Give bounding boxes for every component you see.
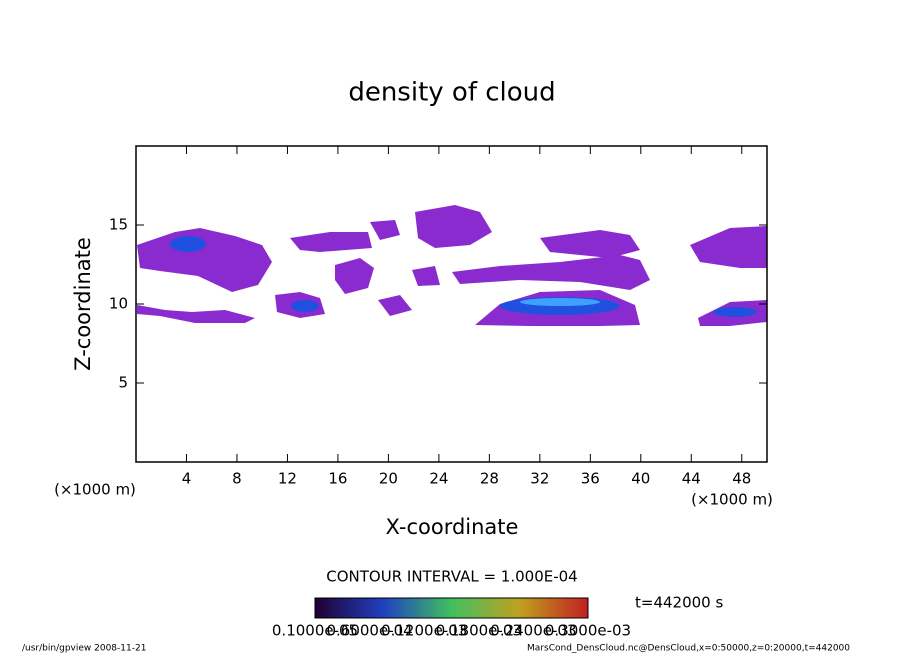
x-tick-label: 12 [278, 470, 297, 488]
x-tick-label: 40 [631, 470, 650, 488]
y-axis-label: Z-coordinate [71, 237, 95, 371]
x-tick-label: 20 [379, 470, 398, 488]
colorbar [314, 597, 589, 619]
x-axis-label: X-coordinate [386, 515, 519, 539]
x-tick-label: 32 [530, 470, 549, 488]
y-tick-label: 15 [109, 216, 128, 234]
colorbar-label: 0.6000e-04 [326, 622, 412, 640]
x-tick-label: 48 [732, 470, 751, 488]
footer-right: MarsCond_DensCloud.nc@DensCloud,x=0:5000… [527, 644, 850, 654]
x-tick-label: 24 [429, 470, 448, 488]
colorbar-label: 0.1000e-05 [272, 622, 358, 640]
colorbar-label: 0.3000e-03 [545, 622, 631, 640]
x-tick-label: 28 [480, 470, 499, 488]
plot-frame [135, 145, 768, 463]
chart-title: density of cloud [348, 78, 555, 108]
contour-interval: CONTOUR INTERVAL = 1.000E-04 [326, 568, 577, 586]
time-label: t=442000 s [635, 594, 723, 612]
x-tick-label: 16 [328, 470, 347, 488]
x-tick-label: 44 [682, 470, 701, 488]
x-unit: (×1000 m) [691, 491, 773, 509]
x-tick-label: 4 [182, 470, 192, 488]
colorbar-label: 0.1200e-03 [381, 622, 467, 640]
y-tick-label: 5 [118, 374, 128, 392]
x-tick-label: 36 [581, 470, 600, 488]
x-unit-left: (×1000 m) [54, 481, 136, 499]
footer-left: /usr/bin/gpview 2008-11-21 [22, 644, 146, 654]
cloud-peak [520, 298, 600, 306]
colorbar-label: 0.1800e-03 [436, 622, 522, 640]
x-tick-label: 8 [232, 470, 242, 488]
y-tick-label: 10 [109, 295, 128, 313]
colorbar-label: 0.2400e-03 [490, 622, 576, 640]
cloud-field [137, 205, 767, 326]
